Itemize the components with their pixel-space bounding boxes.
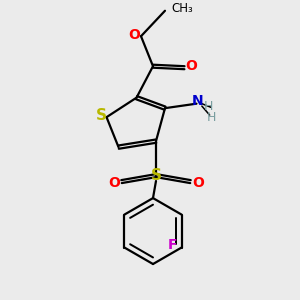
Text: S: S <box>96 108 106 123</box>
Text: O: O <box>192 176 204 190</box>
Text: O: O <box>185 59 197 73</box>
Text: H: H <box>207 111 216 124</box>
Text: CH₃: CH₃ <box>172 2 193 15</box>
Text: F: F <box>168 238 177 252</box>
Text: N: N <box>192 94 204 108</box>
Text: H: H <box>204 100 213 113</box>
Text: O: O <box>108 176 120 190</box>
Text: S: S <box>151 168 161 183</box>
Text: O: O <box>128 28 140 42</box>
